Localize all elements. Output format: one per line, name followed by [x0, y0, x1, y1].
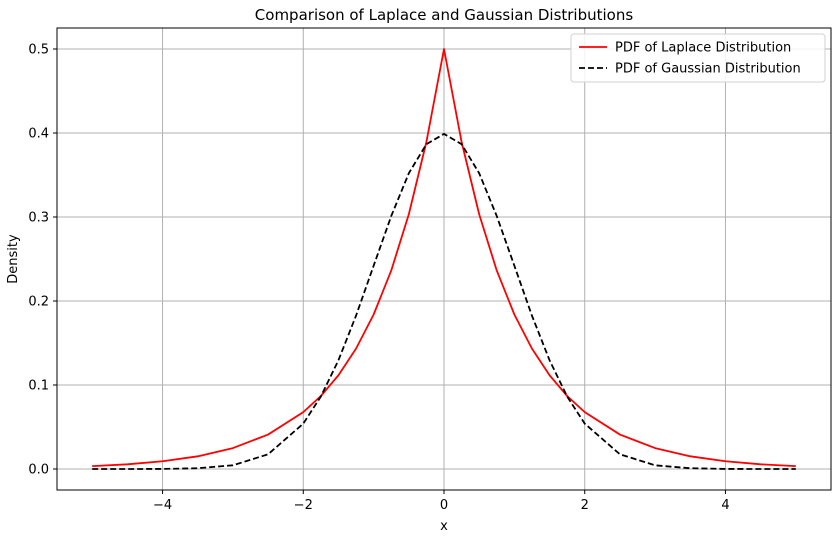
x-tick-label: 4: [721, 498, 729, 513]
x-tick-label: 2: [581, 498, 589, 513]
x-tick-label: −4: [153, 498, 172, 513]
legend-box: [570, 33, 826, 83]
legend: PDF of Laplace Distribution PDF of Gaussi…: [570, 33, 826, 83]
x-tick-label: −2: [294, 498, 313, 513]
y-tick-label: 0.3: [28, 211, 49, 226]
y-tick-label: 0.1: [28, 379, 49, 394]
grid: [57, 28, 831, 490]
x-tick-label: 0: [440, 498, 448, 513]
y-tick-label: 0.0: [28, 463, 49, 478]
series-line-1: [92, 133, 796, 470]
series-layer: [92, 48, 796, 470]
y-axis-label: Density: [6, 234, 21, 284]
legend-label-1: PDF of Gaussian Distribution: [615, 62, 801, 77]
chart-title: Comparison of Laplace and Gaussian Distr…: [255, 6, 634, 24]
legend-label-0: PDF of Laplace Distribution: [615, 41, 791, 56]
x-axis: −4 −2 0 2 4: [153, 490, 730, 513]
y-tick-label: 0.5: [28, 43, 49, 58]
y-tick-label: 0.2: [28, 295, 49, 310]
y-tick-label: 0.4: [28, 127, 49, 142]
y-axis: 0.0 0.1 0.2 0.3 0.4 0.5: [28, 43, 57, 478]
series-line-0: [92, 48, 796, 468]
x-axis-label: x: [440, 519, 448, 534]
